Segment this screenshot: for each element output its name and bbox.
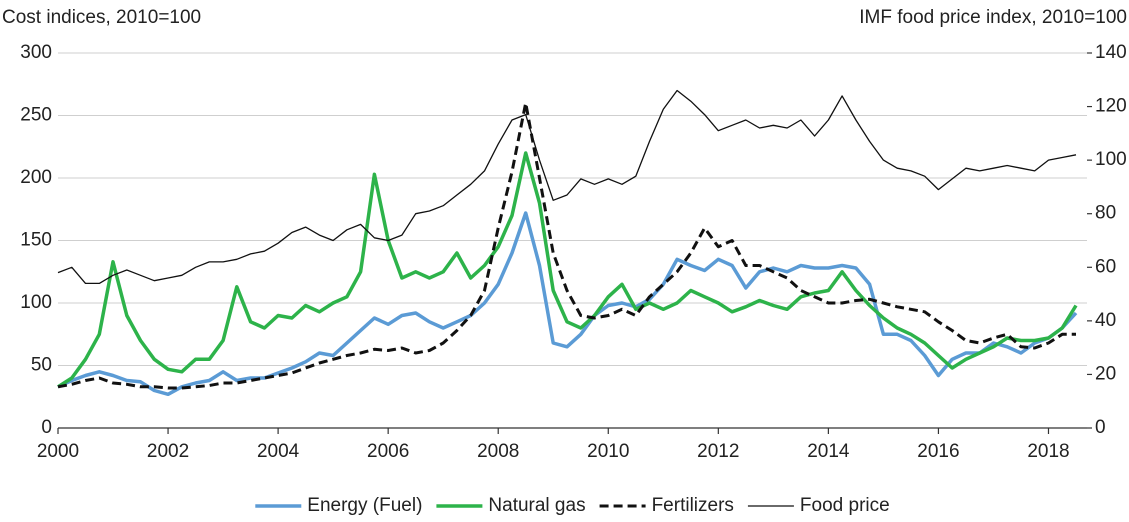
y-tick-label: 200 bbox=[20, 167, 52, 188]
y-tick-label: 250 bbox=[20, 105, 52, 126]
y-tick-label: 0 bbox=[41, 417, 52, 438]
series-line bbox=[57, 151, 1078, 389]
legend: Energy (Fuel) Natural gas Fertilizers Food … bbox=[255, 495, 890, 516]
legend-label: Food price bbox=[800, 495, 890, 516]
series-line bbox=[57, 89, 1077, 285]
x-tick-label: 2012 bbox=[697, 441, 739, 462]
legend-label: Fertilizers bbox=[652, 495, 734, 516]
x-tick-label: 2016 bbox=[917, 441, 959, 462]
y-axis-label: Cost indices, 2010=100 bbox=[2, 7, 201, 28]
y2-tick-label: 120 bbox=[1095, 96, 1127, 117]
y-tick-label: 100 bbox=[20, 292, 52, 313]
series-line bbox=[57, 211, 1078, 397]
series-line bbox=[57, 101, 1076, 390]
y2-tick-label: 20 bbox=[1095, 363, 1116, 384]
legend-label: Energy (Fuel) bbox=[307, 495, 422, 516]
y-tick-label: 300 bbox=[20, 42, 52, 63]
y2-tick-label: 60 bbox=[1095, 256, 1116, 277]
y2-tick-label: 140 bbox=[1095, 42, 1127, 63]
legend-label: Natural gas bbox=[488, 495, 585, 516]
x-tick-label: 2008 bbox=[477, 441, 519, 462]
x-tick-label: 2000 bbox=[37, 441, 79, 462]
y-tick-label: 150 bbox=[20, 230, 52, 251]
x-tick-label: 2014 bbox=[807, 441, 850, 462]
y2-tick-label: 80 bbox=[1095, 203, 1116, 224]
y2-axis-label: IMF food price index, 2010=100 bbox=[859, 7, 1127, 28]
y-tick-label: 50 bbox=[31, 355, 52, 376]
x-tick-label: 2006 bbox=[367, 441, 409, 462]
x-tick-label: 2010 bbox=[587, 441, 629, 462]
y2-tick-label: 0 bbox=[1095, 417, 1106, 438]
y2-tick-label: 40 bbox=[1095, 310, 1116, 331]
x-tick-label: 2004 bbox=[257, 441, 300, 462]
x-tick-label: 2002 bbox=[147, 441, 189, 462]
x-tick-label: 2018 bbox=[1027, 441, 1069, 462]
y2-tick-label: 100 bbox=[1095, 149, 1127, 170]
